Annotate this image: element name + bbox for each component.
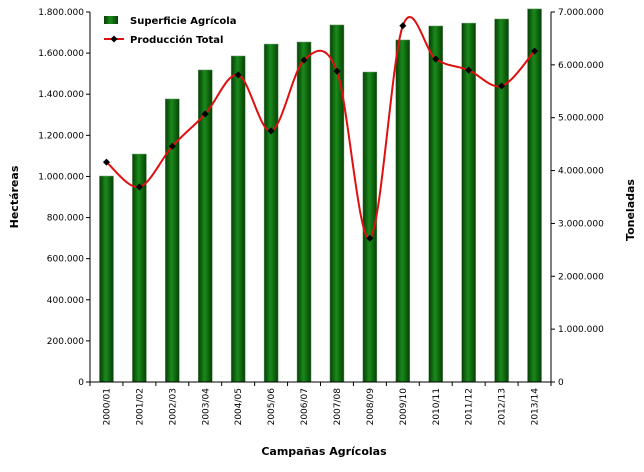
y-tick-label: 0 [78, 378, 84, 388]
bar-2013-14 [527, 8, 542, 383]
bar-2006-07 [296, 41, 312, 383]
bar-2010-11 [428, 25, 443, 383]
y2-tick-label: 7.000.000 [558, 8, 604, 18]
production-point-2007-08 [333, 67, 341, 75]
x-tick-label: 2001/02 [135, 388, 145, 425]
y2-tick-label: 3.000.000 [558, 219, 604, 229]
production-line [105, 16, 536, 240]
legend-bar-swatch [104, 16, 118, 24]
bar-2012-13 [494, 18, 509, 383]
bar-2009-10 [395, 39, 411, 383]
production-point-2004-05 [234, 71, 242, 79]
x-tick-label: 2011/12 [465, 388, 475, 425]
y2-axis-title: Toneladas [624, 179, 637, 241]
x-axis-title: Campañas Agrícolas [261, 445, 387, 458]
x-tick-label: 2007/08 [333, 388, 343, 426]
y-tick-label: 1.200.000 [38, 131, 84, 141]
production-point-2005-06 [267, 127, 275, 135]
production-point-2001-02 [135, 183, 143, 191]
x-tick-label: 2010/11 [432, 388, 442, 425]
x-tick-label: 2013/14 [531, 388, 541, 426]
x-tick-label: 2006/07 [300, 388, 310, 425]
y-tick-label: 600.000 [47, 255, 84, 265]
x-tick-label: 2012/13 [498, 388, 508, 425]
production-point-2009-10 [399, 22, 407, 30]
legend-bar-label: Superficie Agrícola [130, 15, 236, 27]
legend-line-marker [110, 35, 118, 43]
x-tick-label: 2005/06 [267, 388, 277, 426]
y-tick-label: 1.400.000 [38, 90, 84, 100]
production-point-2000-01 [102, 158, 110, 166]
y-tick-label: 200.000 [47, 337, 84, 347]
y-axis-title: Hectáreas [8, 165, 21, 228]
production-point-2003-04 [201, 110, 209, 118]
x-tick-label: 2002/03 [168, 388, 178, 425]
y-tick-label: 1.000.000 [38, 172, 84, 182]
bar-2007-08 [329, 24, 345, 383]
y2-tick-label: 5.000.000 [558, 114, 604, 124]
y-tick-label: 800.000 [47, 214, 84, 224]
y2-tick-label: 6.000.000 [558, 61, 604, 71]
y2-tick-label: 0 [558, 378, 564, 388]
y-tick-label: 1.600.000 [38, 49, 84, 59]
y-tick-label: 1.800.000 [38, 8, 84, 18]
bar-2000-01 [99, 175, 114, 383]
y-tick-label: 400.000 [47, 296, 84, 306]
x-tick-label: 2003/04 [201, 388, 211, 426]
y2-tick-label: 2.000.000 [558, 272, 604, 282]
production-point-2010-11 [432, 55, 440, 63]
y2-tick-label: 4.000.000 [558, 167, 604, 177]
production-point-2006-07 [300, 56, 308, 64]
x-tick-label: 2000/01 [102, 388, 112, 425]
legend-line-label: Producción Total [130, 34, 223, 46]
production-point-2002-03 [168, 142, 176, 150]
y2-tick-label: 1.000.000 [558, 325, 604, 335]
x-tick-label: 2008/09 [366, 388, 376, 426]
production-point-2008-09 [366, 234, 374, 242]
production-point-2013-14 [531, 47, 539, 55]
x-tick-label: 2009/10 [399, 388, 409, 426]
production-point-2011-12 [465, 66, 473, 74]
bar-2011-12 [461, 22, 476, 383]
x-tick-label: 2004/05 [234, 388, 244, 425]
bar-2005-06 [263, 43, 279, 383]
production-point-2012-13 [498, 82, 506, 90]
legend: Superficie Agrícola Producción Total [104, 15, 236, 46]
bar-2004-05 [230, 55, 246, 383]
